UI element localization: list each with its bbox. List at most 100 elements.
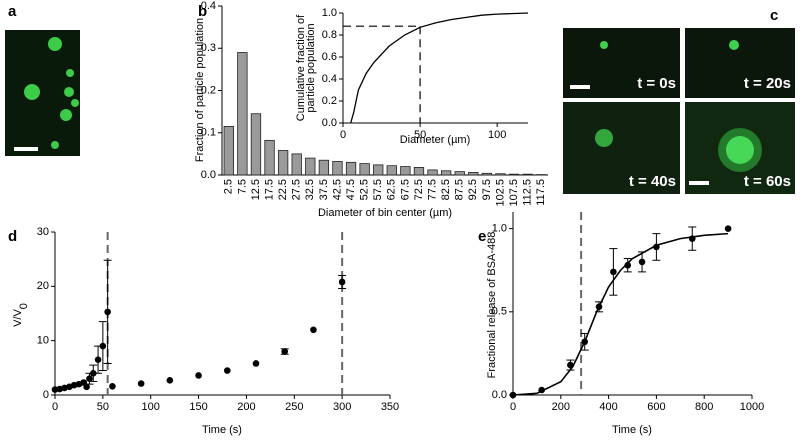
point [89,369,97,377]
x-tick-label: 300 [333,401,351,413]
bar [481,172,493,176]
droplet [729,40,739,50]
time-label: t = 0s [637,75,676,92]
y-tick-label: 0.0 [201,169,216,181]
x-tick-label: 0 [510,401,516,413]
bar [454,171,465,176]
x-axis-label: Time (s) [202,424,242,436]
micrograph-c2 [685,28,795,98]
y-axis-label: Fractional release of BSA-488 [486,232,498,379]
point [195,372,202,379]
droplet [595,129,613,147]
bar [468,172,479,176]
x-tick-label: 800 [695,401,713,413]
point [137,380,145,387]
x-tick-label: 150 [189,401,207,413]
point [223,367,231,374]
x-tick-label: 37.5 [318,179,330,200]
x-tick-label: 92.5 [467,179,479,200]
y-tick-label: 0.0 [492,389,507,401]
x-tick-label: 87.5 [454,179,466,200]
bar [237,52,248,176]
bar [223,126,234,176]
bar [522,173,533,176]
x-tick-label: 27.5 [291,179,303,200]
scale-bar [14,147,38,151]
x-tick-label: 97.5 [481,179,493,200]
y-tick-label: 20 [37,280,49,292]
bar [427,169,438,176]
droplets-2 [51,69,79,149]
point [281,348,289,355]
x-tick-label: 350 [381,401,399,413]
y-axis-label-main: V/V [12,309,24,327]
bar [291,153,302,176]
y-axis-label: Cumulative fraction of [295,14,307,121]
y-tick-label: 0.1 [201,127,216,139]
x-tick-label: 57.5 [372,179,384,200]
y-axis-label: particle population [305,23,317,112]
x-tick-label: 0 [52,401,58,413]
bar [508,173,520,176]
x-tick-label: 400 [599,401,617,413]
x-tick-label: 1000 [740,401,764,413]
x-axis-label: Diameter of bin center (µm) [318,207,452,219]
point [166,377,174,384]
bar [440,170,452,176]
bar [277,150,289,176]
panel-label: e [478,228,486,245]
y-axis-label-sub: 0 [18,303,30,309]
bar [264,139,275,176]
x-tick-label: 250 [285,401,303,413]
x-axis-label: Diameter (µm) [400,134,471,146]
y-tick-label: 0.4 [322,73,337,85]
x-tick-label: 100 [142,401,160,413]
panel-label: d [8,228,17,245]
droplet [600,41,608,49]
point [310,326,317,334]
x-tick-label: 117.5 [535,179,547,206]
time-label: t = 20s [744,75,791,92]
bar [318,159,330,176]
x-tick-label: 22.5 [277,179,289,200]
x-tick-label: 50 [97,401,109,413]
y-tick-label: 0.2 [322,95,337,107]
x-tick-label: 77.5 [426,179,438,200]
bar [345,161,357,176]
bar [386,165,397,176]
y-tick-label: 1.0 [322,7,337,19]
x-tick-label: 17.5 [263,179,275,200]
y-axis-label-main: Fraction of particle population [194,18,206,162]
point [94,356,102,363]
x-tick-label: 82.5 [440,179,452,200]
time-label: t = 40s [629,173,676,190]
point [638,258,646,266]
x-tick-label: 7.5 [236,179,248,194]
y-tick-label: 0.8 [322,29,337,41]
point [724,225,732,232]
y-tick-label: 0.6 [322,51,337,63]
y-tick-label: 0.2 [201,84,216,96]
x-tick-label: 12.5 [250,179,262,200]
y-tick-label: 0.4 [201,0,216,12]
x-tick-label: 107.5 [508,179,520,207]
curve [350,12,529,124]
point [99,342,107,350]
y-tick-label: 0 [43,389,49,401]
x-tick-label: 100 [488,129,506,141]
x-tick-label: 112.5 [522,179,534,206]
bar [400,166,411,176]
point [51,386,59,393]
y-axis-label-main: Fractional release of BSA-488 [486,232,498,379]
x-tick-label: 72.5 [413,179,425,200]
y-axis-label: Fraction of particle population [194,18,206,162]
x-tick-label: 2.5 [223,179,235,194]
x-axis-label: Time (s) [612,424,652,436]
fit-curve [512,232,729,396]
x-tick-label: 67.5 [399,179,411,200]
point [252,360,260,367]
y-tick-label: 1.0 [492,223,507,235]
point [610,268,617,276]
bar [495,173,506,176]
